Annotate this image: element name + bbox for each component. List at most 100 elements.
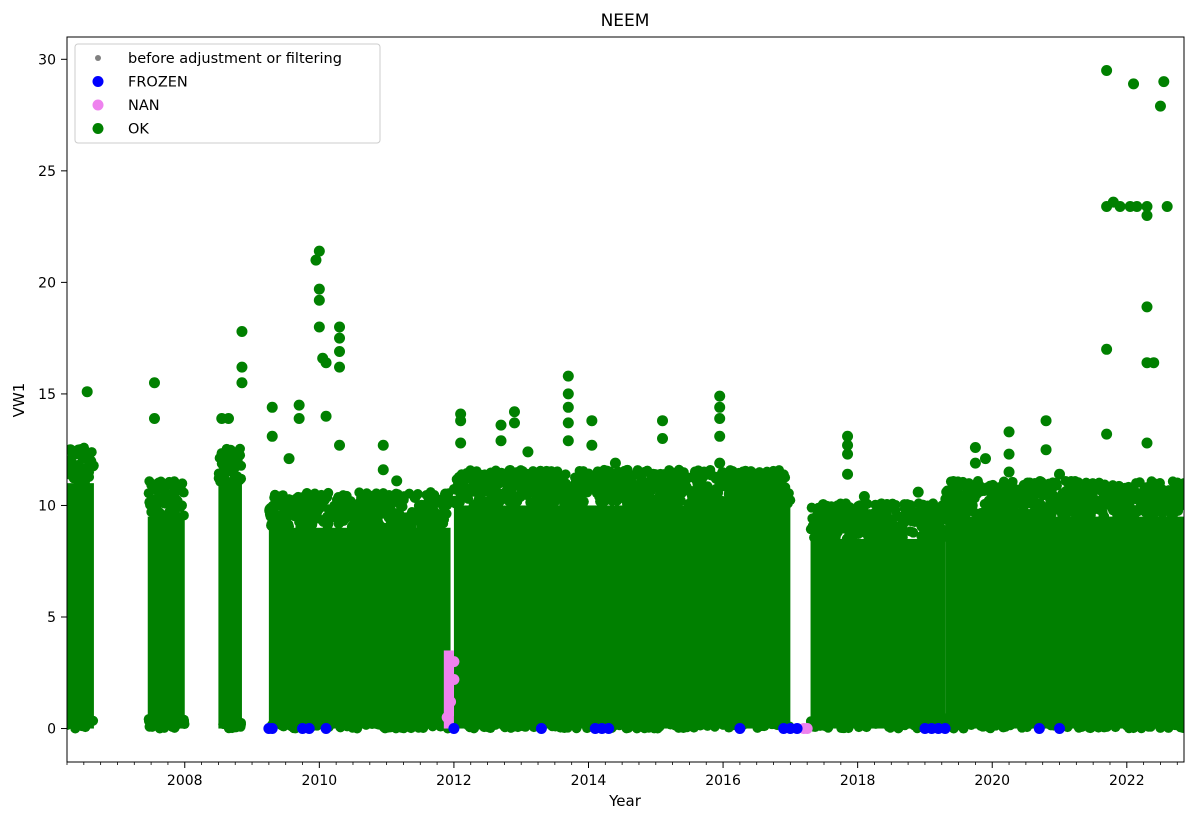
ok-point bbox=[337, 507, 348, 518]
ok-point bbox=[427, 721, 438, 732]
ok-point bbox=[657, 433, 669, 445]
ok-point bbox=[823, 722, 834, 733]
ok-point bbox=[1040, 415, 1052, 427]
ok-point bbox=[431, 513, 442, 524]
ok-point bbox=[329, 500, 340, 511]
ok-point bbox=[486, 496, 497, 507]
ok-point bbox=[842, 430, 854, 442]
ok-point bbox=[373, 506, 384, 517]
ok-point bbox=[661, 475, 672, 486]
frozen-point bbox=[1033, 723, 1045, 735]
ok-point bbox=[143, 488, 154, 499]
ok-point bbox=[1131, 201, 1143, 213]
ok-point bbox=[220, 461, 231, 472]
ok-point bbox=[234, 443, 245, 454]
ok-point bbox=[904, 505, 915, 516]
ok-point bbox=[717, 715, 728, 726]
ok-point bbox=[807, 520, 818, 531]
ok-point bbox=[236, 377, 248, 389]
ok-point bbox=[534, 469, 545, 480]
ok-point bbox=[377, 464, 389, 476]
series-frozen bbox=[263, 723, 1066, 735]
ok-point bbox=[961, 488, 972, 499]
ok-point bbox=[586, 415, 598, 427]
ok-block bbox=[810, 538, 946, 729]
frozen-point bbox=[266, 723, 278, 735]
ok-point bbox=[334, 439, 346, 451]
frozen-point bbox=[535, 723, 547, 735]
ok-point bbox=[310, 254, 322, 266]
ok-point bbox=[758, 487, 769, 498]
ok-point bbox=[1169, 507, 1180, 518]
ok-point bbox=[391, 475, 403, 487]
ok-point bbox=[562, 388, 574, 400]
y-tick-label: 25 bbox=[38, 164, 56, 180]
ok-point bbox=[738, 495, 749, 506]
ok-point bbox=[586, 439, 598, 451]
ok-point bbox=[735, 477, 746, 488]
ok-point bbox=[499, 722, 510, 733]
ok-point bbox=[334, 321, 346, 333]
ok-point bbox=[1096, 501, 1107, 512]
ok-point bbox=[361, 719, 372, 730]
ok-point bbox=[1053, 496, 1064, 507]
ok-point bbox=[866, 518, 877, 529]
ok-point bbox=[1007, 715, 1018, 726]
ok-point bbox=[979, 453, 991, 465]
ok-point bbox=[646, 500, 657, 511]
legend-marker bbox=[92, 76, 104, 87]
ok-point bbox=[759, 500, 770, 511]
ok-point bbox=[477, 718, 488, 729]
y-axis: 0 5 10 15 20 25 30 bbox=[38, 52, 67, 738]
ok-point bbox=[313, 321, 325, 333]
ok-point bbox=[722, 469, 733, 480]
ok-point bbox=[562, 713, 573, 724]
ok-point bbox=[711, 495, 722, 506]
y-tick-label: 30 bbox=[38, 52, 56, 68]
ok-point bbox=[313, 283, 325, 295]
ok-point bbox=[227, 723, 238, 734]
ok-point bbox=[981, 482, 992, 493]
ok-point bbox=[277, 490, 288, 501]
ok-point bbox=[148, 377, 160, 389]
ok-point bbox=[1141, 201, 1153, 213]
ok-point bbox=[471, 498, 482, 509]
ok-point bbox=[331, 713, 342, 724]
ok-point bbox=[836, 516, 847, 527]
y-tick-label: 20 bbox=[38, 275, 56, 291]
ok-point bbox=[838, 723, 849, 734]
ok-point bbox=[842, 468, 854, 480]
ok-block bbox=[453, 505, 791, 729]
ok-point bbox=[224, 715, 235, 726]
ok-point bbox=[912, 486, 924, 498]
legend-label: before adjustment or filtering bbox=[128, 51, 342, 67]
ok-point bbox=[1064, 504, 1075, 515]
ok-point bbox=[147, 721, 158, 732]
ok-point bbox=[374, 520, 385, 531]
legend-marker bbox=[92, 99, 104, 111]
ok-point bbox=[642, 465, 653, 476]
frozen-point bbox=[448, 723, 460, 735]
ok-point bbox=[305, 522, 316, 533]
ok-point bbox=[1081, 720, 1092, 731]
ok-point bbox=[890, 499, 901, 510]
ok-point bbox=[873, 717, 884, 728]
ok-point bbox=[714, 390, 726, 402]
ok-point bbox=[352, 515, 363, 526]
ok-point bbox=[969, 441, 981, 453]
ok-point bbox=[858, 491, 870, 503]
ok-point bbox=[236, 361, 248, 373]
ok-point bbox=[806, 502, 817, 513]
ok-point bbox=[555, 722, 566, 733]
ok-block bbox=[67, 483, 94, 729]
ok-point bbox=[825, 713, 836, 724]
nan-block bbox=[443, 650, 454, 729]
ok-point bbox=[692, 477, 703, 488]
ok-point bbox=[495, 419, 507, 431]
ok-point bbox=[312, 507, 323, 518]
ok-point bbox=[1002, 511, 1013, 522]
ok-block bbox=[945, 516, 1184, 729]
legend-box bbox=[74, 43, 381, 144]
ok-point bbox=[385, 513, 396, 524]
ok-point bbox=[293, 412, 305, 424]
